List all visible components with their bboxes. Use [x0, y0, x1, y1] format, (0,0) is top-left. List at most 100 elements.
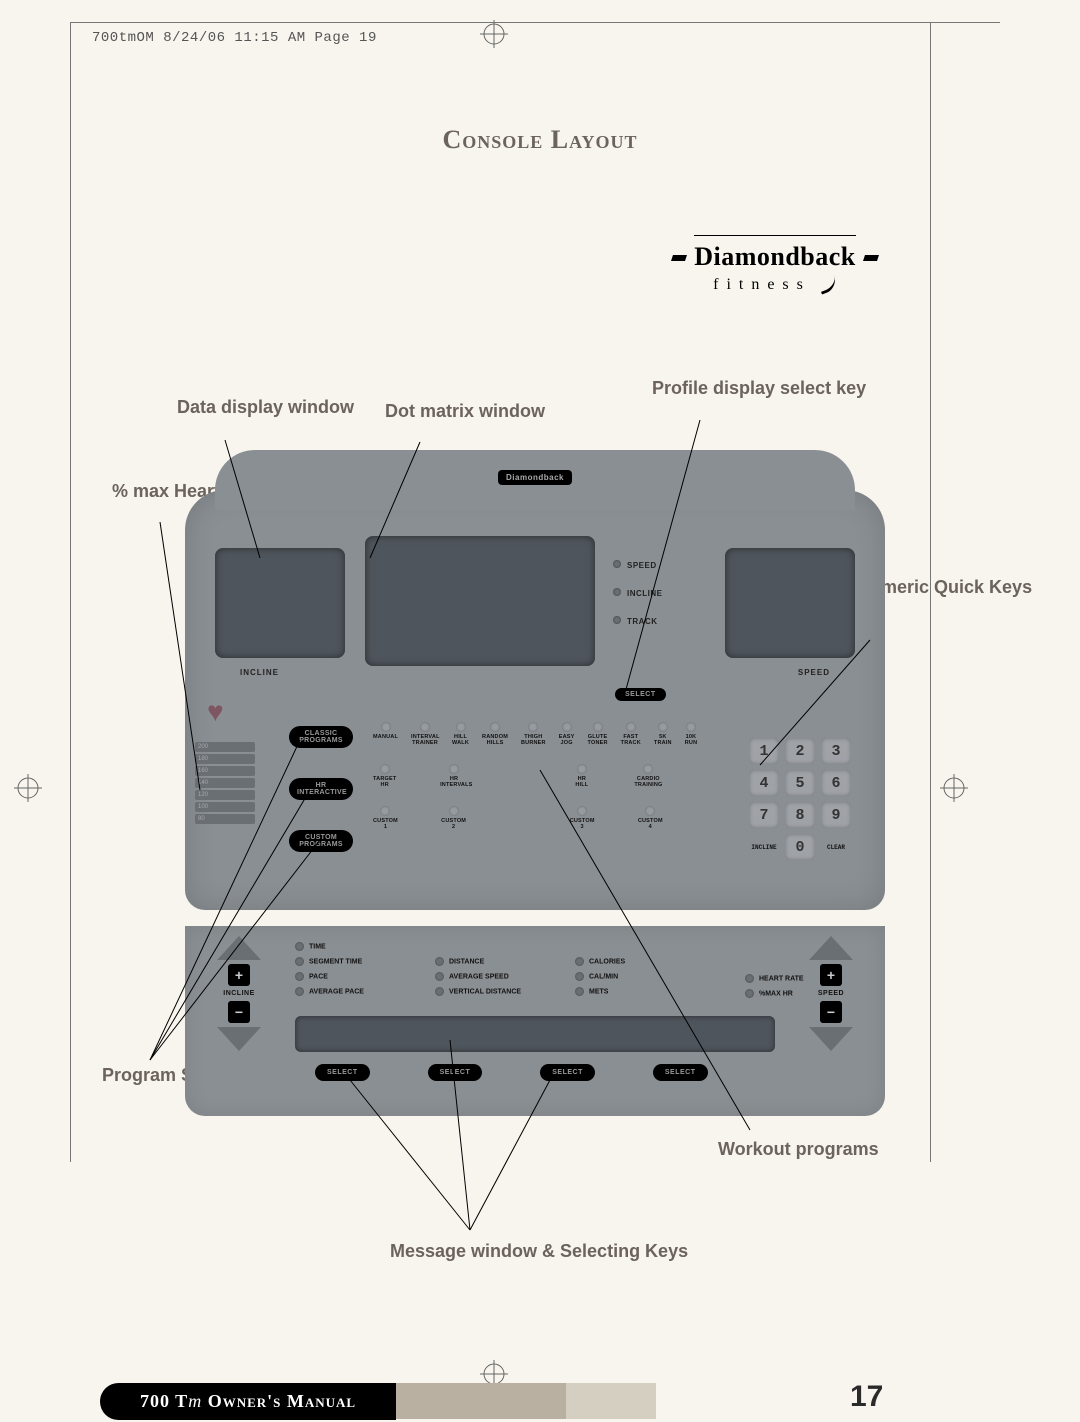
led-list: SPEED INCLINE TRACK [613, 555, 663, 639]
program-cell [675, 764, 693, 788]
program-cell [509, 806, 526, 830]
label-message: Message window & Selecting Keys [390, 1240, 688, 1263]
program-cell[interactable]: FASTTRACK [621, 722, 641, 746]
keypad-key-5[interactable]: 5 [785, 770, 815, 796]
program-cell[interactable]: CUSTOM3 [570, 806, 595, 830]
minus-button[interactable]: − [228, 1001, 250, 1023]
program-cell [542, 764, 560, 788]
select-button-2[interactable]: SELECT [428, 1064, 483, 1081]
print-header: 700tmOM 8/24/06 11:15 AM Page 19 [92, 30, 377, 46]
select-button-3[interactable]: SELECT [540, 1064, 595, 1081]
crop-mark-left [14, 774, 42, 802]
chevron-up-icon[interactable] [809, 936, 853, 960]
program-cell [512, 764, 530, 788]
program-grid: MANUAL INTERVALTRAINER HILLWALK RANDOMHILLS… [373, 722, 693, 838]
metric-item: VERTICAL DISTANCE [435, 987, 575, 996]
keypad-key-9[interactable]: 9 [821, 802, 851, 828]
keypad-key-2[interactable]: 2 [785, 738, 815, 764]
led-speed: SPEED [627, 561, 657, 570]
speed-rocker[interactable]: + SPEED − [803, 936, 859, 1036]
minus-button[interactable]: − [820, 1001, 842, 1023]
display-label-speed: SPEED [798, 668, 830, 677]
program-cell[interactable]: 5KTRAIN [654, 722, 672, 746]
led-incline: INCLINE [627, 589, 663, 598]
pill-hr[interactable]: HR INTERACTIVE [289, 778, 353, 800]
program-cell[interactable]: CARDIOTRAINING [634, 764, 662, 788]
program-cell [409, 764, 427, 788]
select-button-4[interactable]: SELECT [653, 1064, 708, 1081]
footer-bar-2 [566, 1383, 656, 1419]
metric-heartrate: HEART RATE [759, 975, 804, 982]
metric-item [575, 942, 715, 951]
pill-custom[interactable]: CUSTOM PROGRAMS [289, 830, 353, 852]
metric-led-right: HEART RATE %MAX HR [745, 974, 804, 1004]
label-data-display: Data display window [177, 396, 354, 419]
metric-item: TIME [295, 942, 435, 951]
program-cell[interactable]: TARGETHR [373, 764, 396, 788]
incline-rocker[interactable]: + INCLINE − [211, 936, 267, 1036]
footer-bar-1 [396, 1383, 566, 1419]
program-cell[interactable]: RANDOMHILLS [482, 722, 508, 746]
program-cell[interactable]: MANUAL [373, 722, 398, 746]
display-dotmatrix [365, 536, 595, 666]
label-dot-matrix: Dot matrix window [385, 400, 545, 423]
page-frame-left [70, 22, 71, 1162]
program-cell [608, 806, 625, 830]
brand-logo: Diamondback fitness [660, 235, 890, 294]
program-cell[interactable]: 10KRUN [685, 722, 698, 746]
label-profile: Profile display select key [652, 377, 866, 400]
console-brand-badge: Diamondback [498, 470, 572, 485]
program-cell[interactable]: EASYJOG [559, 722, 575, 746]
program-cell[interactable]: HRHILL [573, 764, 591, 788]
brand-name: Diamondback [694, 235, 856, 272]
pill-classic[interactable]: CLASSIC PROGRAMS [289, 726, 353, 748]
metric-item: CALORIES [575, 957, 715, 966]
program-cell[interactable]: CUSTOM4 [638, 806, 663, 830]
program-cell[interactable]: HRINTERVALS [440, 764, 468, 788]
metric-item: AVERAGE PACE [295, 987, 435, 996]
select-button-1[interactable]: SELECT [315, 1064, 370, 1081]
keypad-key-8[interactable]: 8 [785, 802, 815, 828]
keypad-label: INCLINE [749, 834, 779, 860]
keypad-key-3[interactable]: 3 [821, 738, 851, 764]
profile-select-button[interactable]: SELECT [615, 688, 666, 701]
keypad-key-4[interactable]: 4 [749, 770, 779, 796]
rocker-label-speed: SPEED [803, 990, 859, 997]
heart-icon: ♥ [207, 696, 224, 728]
display-incline [215, 548, 345, 658]
chevron-down-icon[interactable] [809, 1027, 853, 1051]
plus-button[interactable]: + [820, 964, 842, 986]
message-window [295, 1016, 775, 1052]
program-cell[interactable]: GLUTETONER [588, 722, 608, 746]
metric-item [435, 942, 575, 951]
program-cell [481, 764, 499, 788]
chevron-up-icon[interactable] [217, 936, 261, 960]
program-cell [539, 806, 556, 830]
keypad-key-7[interactable]: 7 [749, 802, 779, 828]
console-lower: + INCLINE − + SPEED − TIMESEGMENT TIMEDI… [185, 926, 885, 1116]
keypad-key-6[interactable]: 6 [821, 770, 851, 796]
metric-item: METS [575, 987, 715, 996]
led-track: TRACK [627, 617, 658, 626]
program-row-custom: CUSTOM1 CUSTOM2 CUSTOM3 CUSTOM4 [373, 806, 693, 830]
plus-button[interactable]: + [228, 964, 250, 986]
metric-item: CAL/MIN [575, 972, 715, 981]
swoosh-icon [817, 276, 839, 295]
footer: 700 Tm Owner's Manual [100, 1380, 900, 1422]
keypad-key-1[interactable]: 1 [749, 738, 779, 764]
keypad-key-0[interactable]: 0 [785, 834, 815, 860]
program-cell[interactable]: CUSTOM1 [373, 806, 398, 830]
program-cell[interactable]: INTERVALTRAINER [411, 722, 439, 746]
program-cell[interactable]: HILLWALK [452, 722, 469, 746]
page-number: 17 [850, 1380, 883, 1414]
keypad-label: CLEAR [821, 834, 851, 860]
chevron-down-icon[interactable] [217, 1027, 261, 1051]
console-top-curve: Diamondback [215, 450, 855, 510]
program-row-classic: MANUAL INTERVALTRAINER HILLWALK RANDOMHILLS… [373, 722, 693, 746]
program-cell [411, 806, 428, 830]
program-cell[interactable]: THIGHBURNER [521, 722, 546, 746]
program-cell[interactable]: CUSTOM2 [441, 806, 466, 830]
console-upper: Diamondback INCLINE SPEED SPEED INCLINE … [185, 490, 885, 910]
select-row: SELECT SELECT SELECT SELECT [315, 1064, 708, 1081]
program-row-hr: TARGETHR HRINTERVALS HRHILL CARDIOTRAINING [373, 764, 693, 788]
